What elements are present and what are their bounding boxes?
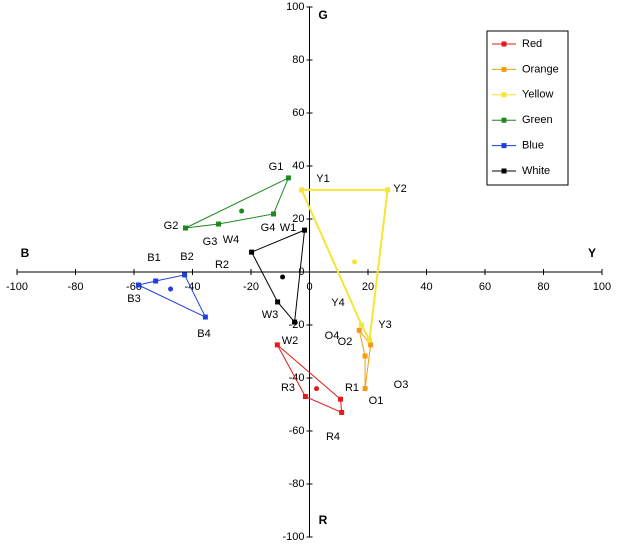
legend-label: Red xyxy=(522,38,542,50)
point xyxy=(368,342,374,348)
centroid xyxy=(168,286,174,292)
legend-box xyxy=(486,30,569,186)
point-label: O2 xyxy=(338,336,353,348)
point xyxy=(182,272,188,278)
point-label: R3 xyxy=(281,382,295,394)
legend-label: Orange xyxy=(522,63,559,75)
point-label: W2 xyxy=(282,335,299,347)
x-tick-label: 80 xyxy=(537,281,549,293)
legend-marker xyxy=(501,117,507,123)
point xyxy=(275,299,281,305)
point xyxy=(362,353,368,359)
point-label: W4 xyxy=(223,234,240,246)
x-tick-label: 0 xyxy=(306,281,312,293)
point-label: B1 xyxy=(147,252,160,264)
point xyxy=(202,314,208,320)
point-label: G2 xyxy=(164,220,179,232)
series-outline xyxy=(300,188,389,344)
legend: Red Orange Yellow Green Blue White xyxy=(486,30,569,186)
point xyxy=(153,278,159,284)
point xyxy=(299,187,305,193)
point xyxy=(135,282,141,288)
point-label: Y1 xyxy=(316,173,329,185)
y-tick-label: 20 xyxy=(292,213,304,225)
point-label: W1 xyxy=(280,222,297,234)
y-axis-top-label: G xyxy=(318,8,327,22)
point-label: B4 xyxy=(197,328,210,340)
point-label: R2 xyxy=(215,259,229,271)
point-label: B2 xyxy=(180,251,193,263)
y-tick-label: -100 xyxy=(282,531,304,543)
y-tick-label: 80 xyxy=(292,54,304,66)
point-label: W3 xyxy=(262,309,279,321)
point xyxy=(385,187,391,193)
point xyxy=(359,322,365,328)
point xyxy=(274,342,280,348)
point-label: Y3 xyxy=(378,319,391,331)
point-label: Y4 xyxy=(331,297,344,309)
point xyxy=(271,211,277,217)
centroid xyxy=(280,274,286,280)
point-label: O3 xyxy=(394,379,409,391)
point-label: O1 xyxy=(369,395,384,407)
point xyxy=(182,225,188,231)
legend-marker xyxy=(501,66,507,72)
x-tick-label: -20 xyxy=(243,281,259,293)
y-tick-label: -40 xyxy=(289,372,305,384)
legend-label: White xyxy=(522,165,550,177)
y-tick-label: -60 xyxy=(289,425,305,437)
point xyxy=(362,386,368,392)
legend-marker xyxy=(501,41,507,47)
y-axis-bottom-label: R xyxy=(319,513,328,527)
point xyxy=(292,319,298,325)
point xyxy=(338,396,344,402)
y-tick-label: 40 xyxy=(292,160,304,172)
series-outline xyxy=(185,176,290,229)
point xyxy=(302,394,308,400)
point-label: R4 xyxy=(326,431,340,443)
legend-marker xyxy=(501,92,507,98)
legend-label: Green xyxy=(522,114,553,126)
legend-label: Yellow xyxy=(522,89,553,101)
point xyxy=(249,249,255,255)
y-tick-label: 0 xyxy=(298,266,304,278)
point xyxy=(339,409,345,415)
x-tick-label: -80 xyxy=(68,281,84,293)
x-axis-right-label: Y xyxy=(588,246,596,260)
y-tick-label: 60 xyxy=(292,107,304,119)
x-tick-label: 60 xyxy=(479,281,491,293)
point-label: O4 xyxy=(325,330,340,342)
point xyxy=(285,175,291,181)
legend-marker xyxy=(501,168,507,174)
point-label: G4 xyxy=(261,222,276,234)
x-axis-left-label: B xyxy=(21,246,30,260)
point xyxy=(356,327,362,333)
x-tick-label: -100 xyxy=(6,281,28,293)
y-tick-label: -80 xyxy=(289,478,305,490)
legend-label: Blue xyxy=(522,140,544,152)
x-tick-label: 20 xyxy=(362,281,374,293)
centroid xyxy=(314,386,320,392)
point xyxy=(216,221,222,227)
x-tick-label: 40 xyxy=(420,281,432,293)
point-label: R1 xyxy=(345,382,359,394)
point-label: G3 xyxy=(203,236,218,248)
x-tick-label: 100 xyxy=(593,281,611,293)
point xyxy=(302,227,308,233)
point xyxy=(366,337,372,343)
y-tick-label: 100 xyxy=(286,1,304,13)
centroid xyxy=(239,208,245,214)
legend-marker xyxy=(501,143,507,149)
point-label: G1 xyxy=(269,161,284,173)
point-label: B3 xyxy=(127,293,140,305)
centroid xyxy=(352,259,358,265)
point-label: Y2 xyxy=(393,183,406,195)
